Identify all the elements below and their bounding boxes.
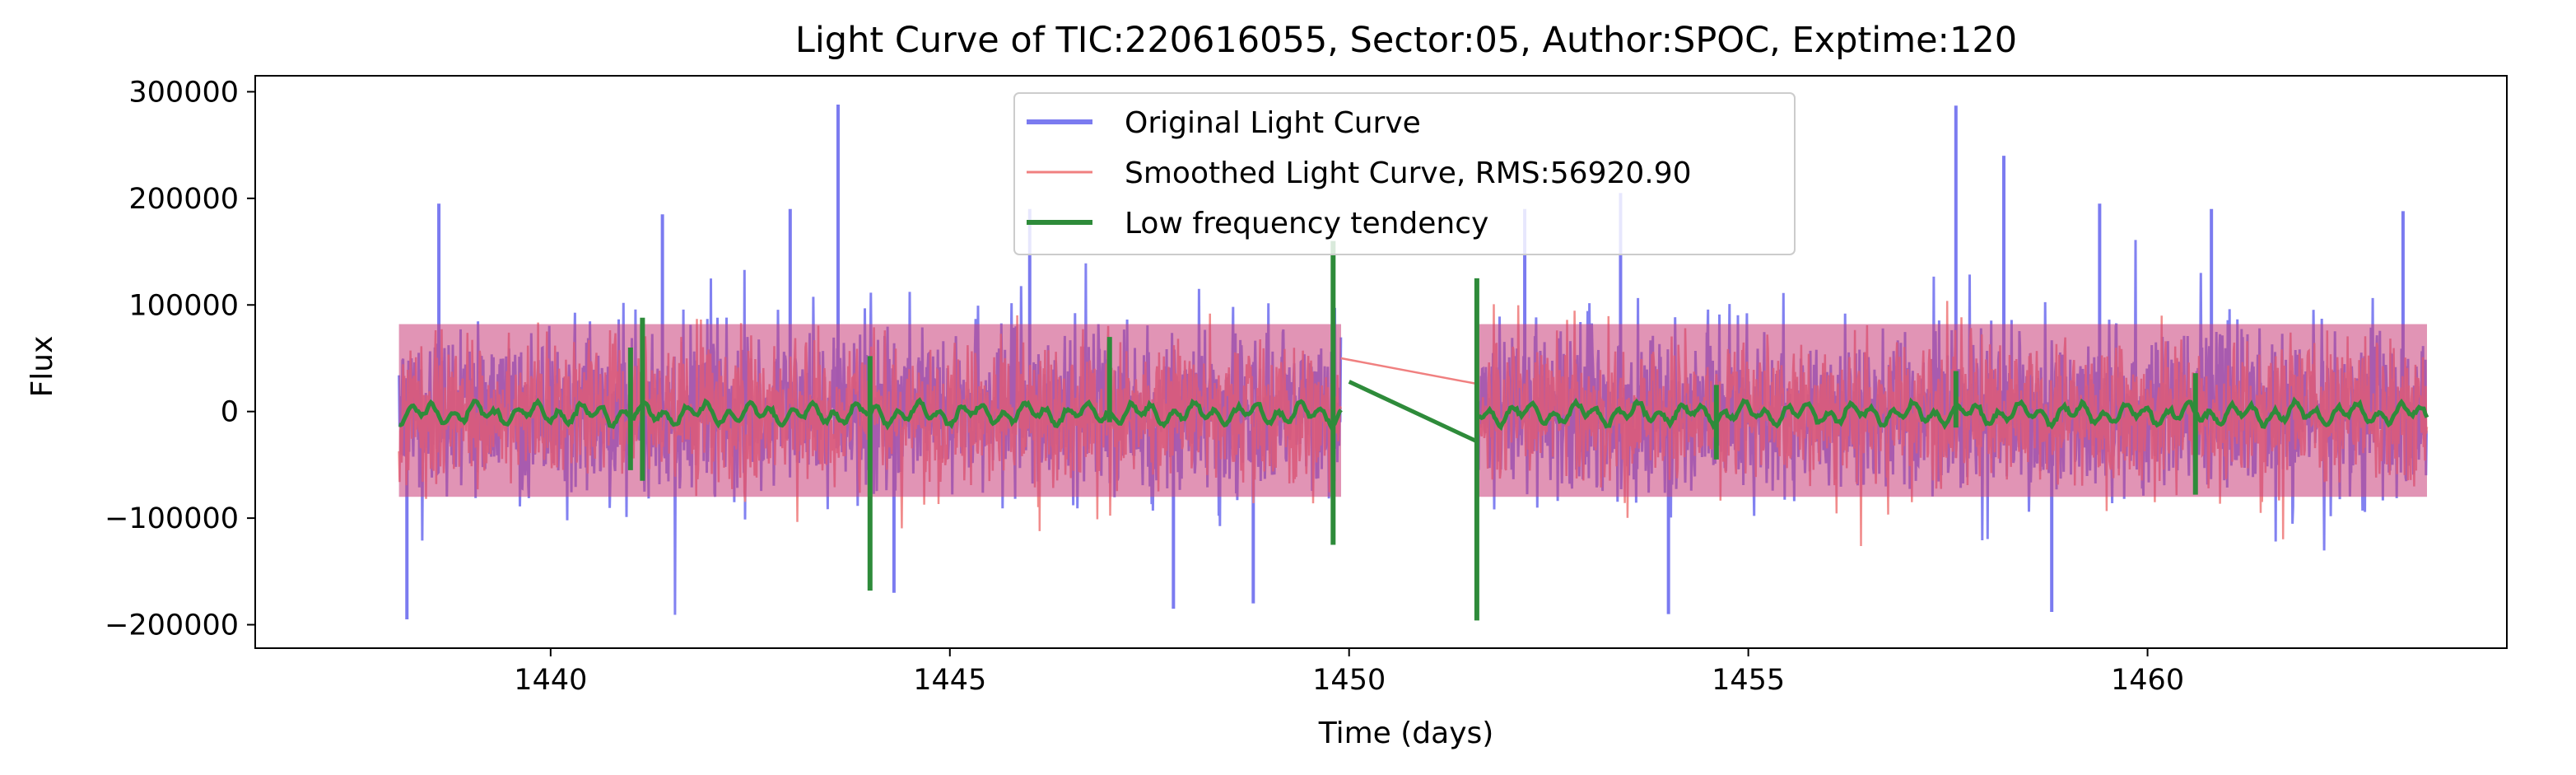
y-tick-label-0: −200000 — [105, 609, 239, 642]
trend-gap-connector — [1348, 380, 1478, 444]
x-tick-label-2: 1450 — [1312, 664, 1386, 697]
x-tick-label-0: 1440 — [514, 664, 587, 697]
x-tick-label-3: 1455 — [1712, 664, 1785, 697]
y-axis-label: Flux — [26, 336, 59, 398]
series-layer — [398, 104, 2429, 621]
legend-label-0: Original Light Curve — [1125, 106, 1421, 140]
chart-title: Light Curve of TIC:220616055, Sector:05,… — [795, 20, 2017, 61]
legend: Original Light Curve Smoothed Light Curve… — [1013, 92, 1796, 255]
y-tick-label-3: 100000 — [128, 289, 239, 322]
plot-frame — [254, 75, 2508, 649]
x-axis-label: Time (days) — [1318, 717, 1494, 750]
legend-label-2: Low frequency tendency — [1125, 207, 1488, 240]
x-tick-label-4: 1460 — [2111, 664, 2184, 697]
y-tick-label-1: −100000 — [105, 502, 239, 535]
x-tick-label-1: 1445 — [913, 664, 986, 697]
trend-curve-1 — [1474, 396, 2429, 432]
legend-box — [1013, 92, 1796, 255]
axes-layer: 1440 1445 1450 1455 1460 −200000 −100000 0 10000… — [105, 75, 2508, 697]
y-tick-label-2: 0 — [221, 396, 239, 429]
smoothed-gap-connector — [1340, 357, 1478, 385]
legend-label-1: Smoothed Light Curve, RMS:56920.90 — [1125, 156, 1692, 190]
y-tick-label-5: 300000 — [128, 76, 239, 109]
y-tick-label-4: 200000 — [128, 183, 239, 216]
